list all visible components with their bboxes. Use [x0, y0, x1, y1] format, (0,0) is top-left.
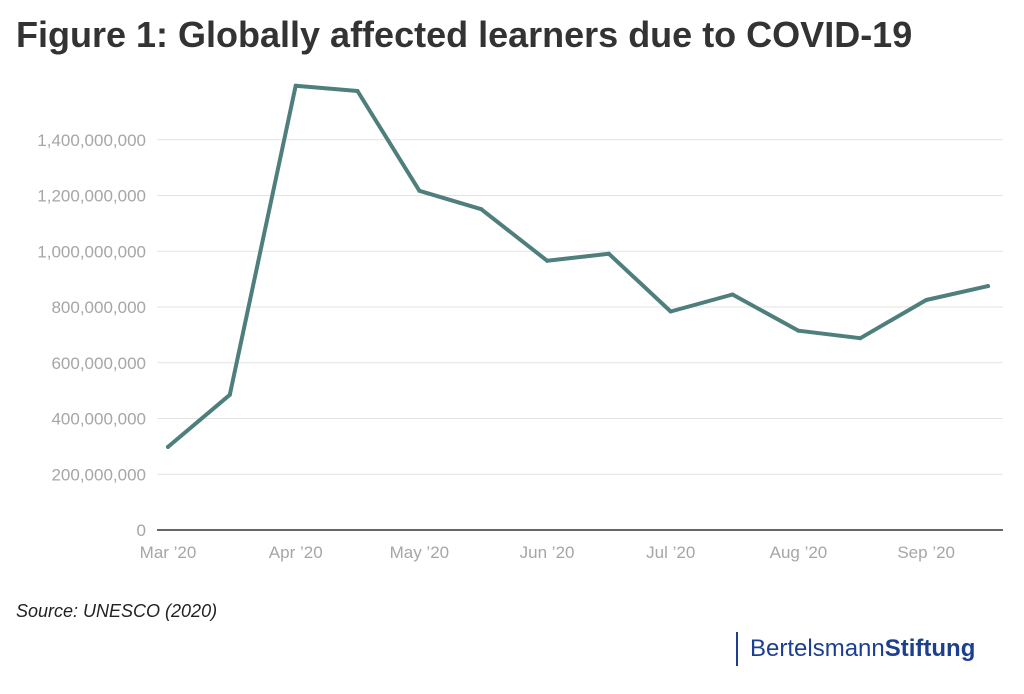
data-point: [545, 258, 550, 263]
bertelsmann-stiftung-logo: Bertelsmann Stiftung: [736, 632, 975, 666]
y-tick-label: 200,000,000: [51, 465, 146, 484]
data-point: [417, 188, 422, 193]
y-tick-label: 1,200,000,000: [37, 187, 146, 206]
gridlines: [157, 139, 1003, 475]
data-point: [986, 284, 990, 289]
x-tick-label: Apr ’20: [269, 543, 323, 562]
data-point: [858, 336, 863, 341]
x-tick-label: Jul ’20: [646, 543, 695, 562]
data-point: [796, 328, 801, 333]
x-tick-label: Jun ’20: [520, 543, 575, 562]
y-tick-label: 600,000,000: [51, 354, 146, 373]
y-axis: 0 200,000,000 400,000,000 600,000,000 800,00…: [37, 131, 146, 540]
logo-text-bertelsmann: Bertelsmann: [750, 635, 885, 662]
y-tick-label: 800,000,000: [51, 298, 146, 317]
series-line: [166, 83, 990, 449]
data-point: [479, 207, 484, 212]
logo-text-stiftung: Stiftung: [884, 635, 976, 662]
data-point: [730, 292, 735, 297]
data-point: [668, 309, 673, 314]
x-tick-label: Aug ’20: [770, 543, 828, 562]
y-tick-label: 0: [137, 521, 146, 540]
data-point: [293, 83, 298, 88]
source-note: Source: UNESCO (2020): [16, 601, 218, 621]
data-point: [924, 298, 929, 303]
y-tick-label: 1,400,000,000: [37, 131, 146, 150]
line-chart: 0 200,000,000 400,000,000 600,000,000 800,00…: [37, 83, 1003, 562]
series: [166, 83, 990, 449]
x-tick-label: Sep ’20: [897, 543, 955, 562]
x-tick-label: May ’20: [390, 543, 450, 562]
x-tick-label: Mar ’20: [140, 543, 197, 562]
y-tick-label: 1,000,000,000: [37, 242, 146, 261]
data-point: [166, 444, 170, 449]
chart-title: Figure 1: Globally affected learners due…: [16, 14, 913, 55]
data-point: [227, 392, 232, 397]
data-point: [606, 251, 611, 256]
data-point: [355, 88, 360, 93]
y-tick-label: 400,000,000: [51, 410, 146, 429]
x-tick-labels: Mar ’20 Apr ’20 May ’20 Jun ’20 Jul ’20 Aug ’…: [140, 543, 955, 562]
